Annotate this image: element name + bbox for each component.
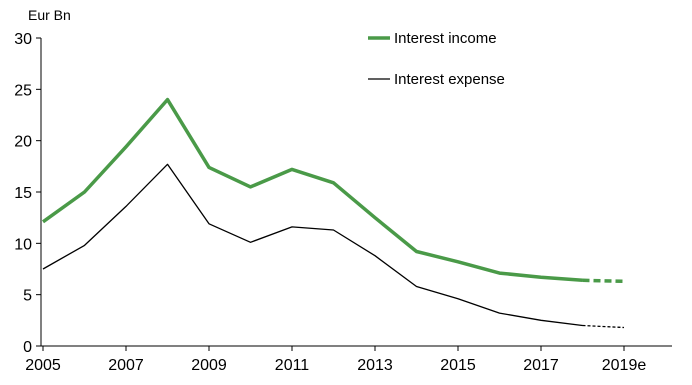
y-axis-ticks: 0 5 10 15 20 25 30	[14, 31, 41, 356]
y-tick-label: 20	[14, 134, 32, 151]
x-tick-label: 2011	[275, 357, 310, 374]
x-tick-label: 2019e	[602, 357, 647, 374]
y-tick-label: 30	[14, 31, 32, 48]
y-tick-label: 5	[23, 288, 32, 305]
legend-label-interest-income: Interest income	[394, 30, 497, 47]
series-line-interest-expense	[42, 163, 583, 327]
series-line-interest-income	[41, 97, 583, 283]
x-tick-label: 2009	[191, 357, 227, 374]
series-estimate-line-interest-income	[582, 278, 625, 284]
x-tick-label: 2007	[108, 357, 144, 374]
y-tick-label: 15	[14, 185, 32, 202]
x-tick-label: 2005	[25, 357, 61, 374]
legend: Interest income Interest expense	[368, 30, 505, 88]
y-tick-label: 25	[14, 82, 32, 99]
x-axis-ticks: 2005 2007 2009 2011 2013 2015 2017 2019e	[25, 346, 646, 374]
y-tick-label: 10	[14, 236, 32, 253]
y-axis-unit-label: Eur Bn	[28, 7, 71, 23]
x-tick-label: 2015	[440, 357, 476, 374]
legend-label-interest-expense: Interest expense	[394, 71, 505, 88]
x-tick-label: 2017	[523, 357, 559, 374]
x-tick-label: 2013	[357, 357, 393, 374]
series-layer	[41, 97, 625, 329]
series-estimate-line-interest-expense	[582, 324, 625, 329]
y-tick-label: 0	[23, 339, 32, 356]
